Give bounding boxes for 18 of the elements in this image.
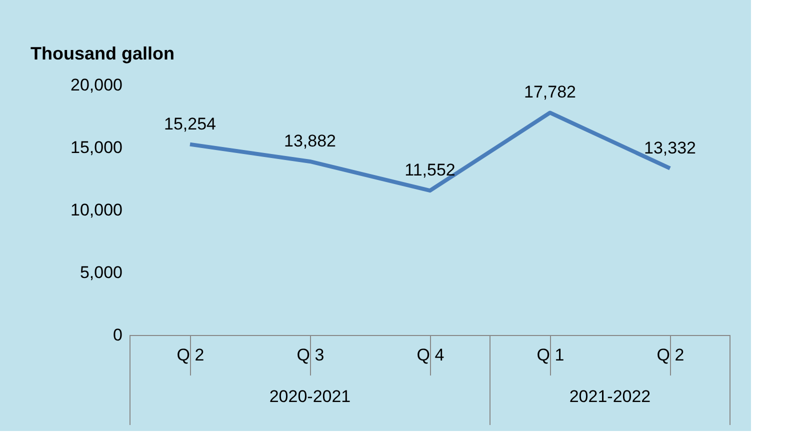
x-tick-label: Q 4 [416,346,444,364]
text: 2020-2021 [269,387,351,406]
y-axis-title: Thousand gallon [30,44,174,64]
x-tick-label: Q 2 [656,346,684,364]
y-tick-label: 15,000 [70,138,122,157]
y-tick-label: 20,000 [70,76,122,94]
data-label: 13,332 [644,138,696,158]
y-tick-label: 0 [113,326,122,344]
x-tick-label: Q 1 [536,346,564,364]
data-label: 11,552 [404,160,456,180]
data-label: 13,882 [284,131,336,150]
x-tick-label: Q 3 [296,346,324,364]
data-label: 15,254 [164,114,216,134]
data-label: 17,782 [524,82,576,102]
text: 2021-2022 [569,387,651,406]
y-tick-label: 5,000 [80,263,122,282]
y-tick-label: 10,000 [70,200,122,220]
x-tick-label: Q 2 [176,346,204,364]
